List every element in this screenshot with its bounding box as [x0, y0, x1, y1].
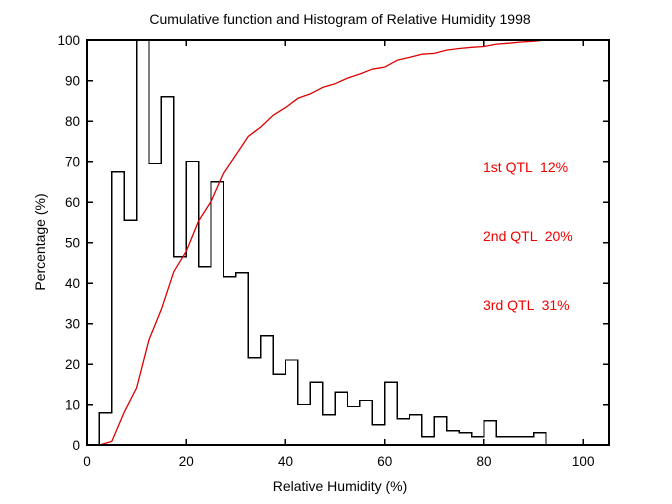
quartile-annotation: 1st QTL 12% 2nd QTL 20% 3rd QTL 31%: [483, 110, 573, 363]
x-tick-label: 100: [572, 454, 595, 469]
y-tick-label: 40: [65, 276, 80, 291]
x-tick-label: 20: [179, 454, 194, 469]
annotation-line-1st-qtl: 1st QTL 12%: [483, 159, 569, 175]
x-axis-label: Relative Humidity (%): [272, 478, 408, 494]
y-tick-label: 90: [65, 74, 80, 89]
x-tick-label: 40: [278, 454, 293, 469]
y-tick-label: 10: [65, 398, 80, 413]
chart-title: Cumulative function and Histogram of Rel…: [149, 11, 531, 27]
cumulative-curve: [87, 39, 547, 446]
y-tick-label: 60: [65, 195, 80, 210]
y-axis-label: Percentage (%): [32, 193, 48, 291]
y-tick-label: 80: [65, 114, 80, 129]
y-tick-label: 100: [57, 33, 80, 48]
x-tick-label: 0: [83, 454, 91, 469]
y-tick-label: 20: [65, 357, 80, 372]
x-tick-label: 80: [476, 454, 491, 469]
y-tick-label: 70: [65, 155, 80, 170]
histogram-outline: [98, 39, 547, 445]
annotation-line-2nd-qtl: 2nd QTL 20%: [483, 228, 573, 244]
y-tick-label: 50: [65, 236, 80, 251]
x-tick-label: 60: [377, 454, 392, 469]
annotation-line-3rd-qtl: 3rd QTL 31%: [483, 297, 570, 313]
y-tick-label: 0: [72, 438, 80, 453]
y-tick-label: 30: [65, 317, 80, 332]
